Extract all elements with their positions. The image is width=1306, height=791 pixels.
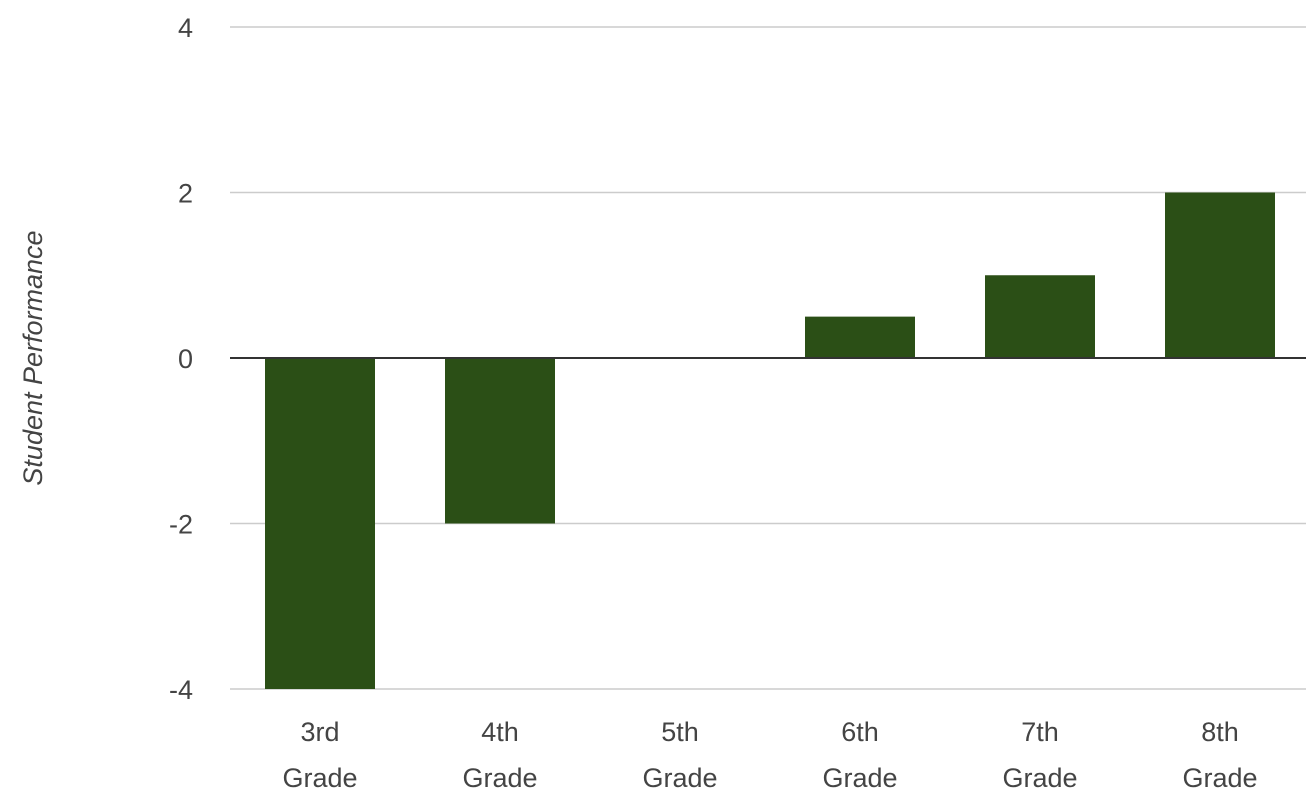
x-tick-label: Grade (462, 763, 537, 791)
x-tick-label: 5th (661, 717, 699, 747)
y-tick-label: 4 (178, 13, 193, 43)
bar (265, 358, 375, 689)
x-tick-label: Grade (282, 763, 357, 791)
bar (805, 316, 915, 358)
y-tick-label: -2 (169, 510, 193, 540)
bars (265, 192, 1275, 689)
bar (445, 358, 555, 524)
x-tick-label: Grade (642, 763, 717, 791)
x-tick-label: 6th (841, 717, 879, 747)
x-tick-label: Grade (822, 763, 897, 791)
y-tick-labels: -4 -2 0 2 4 (169, 13, 193, 705)
y-tick-label: 2 (178, 179, 193, 209)
bar (1165, 192, 1275, 358)
x-tick-label: 7th (1021, 717, 1059, 747)
x-tick-label: 4th (481, 717, 519, 747)
bar (985, 275, 1095, 358)
gridlines (230, 26, 1306, 690)
y-tick-label: 0 (178, 344, 193, 374)
y-axis-label: Student Performance (18, 230, 48, 485)
x-tick-label: 3rd (300, 717, 339, 747)
x-tick-label: Grade (1002, 763, 1077, 791)
x-tick-label: Grade (1182, 763, 1257, 791)
y-tick-label: -4 (169, 675, 193, 705)
x-tick-labels: 3rd Grade 4th Grade 5th Grade 6th Grade 7th Grade… (282, 717, 1257, 791)
x-tick-label: 8th (1201, 717, 1239, 747)
